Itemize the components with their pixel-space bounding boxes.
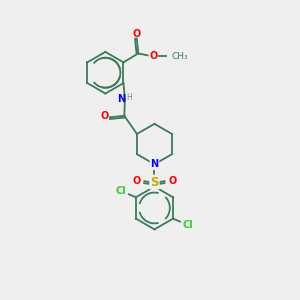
Text: Cl: Cl [182, 220, 193, 230]
Text: H: H [126, 93, 132, 102]
Text: O: O [132, 176, 140, 186]
Text: Cl: Cl [116, 186, 126, 196]
Text: O: O [100, 111, 109, 122]
Text: N: N [150, 159, 158, 169]
Text: O: O [133, 29, 141, 39]
Text: N: N [117, 94, 125, 103]
Text: S: S [150, 176, 159, 189]
Text: O: O [149, 51, 157, 61]
Text: O: O [169, 176, 177, 186]
Text: CH₃: CH₃ [172, 52, 188, 61]
